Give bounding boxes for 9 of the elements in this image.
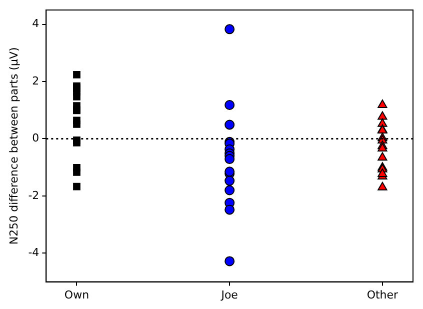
x-tick-label: Joe (220, 288, 238, 302)
y-tick-label: -2 (28, 188, 40, 202)
y-tick-label: 0 (32, 132, 40, 145)
y-tick-label: 2 (32, 74, 40, 88)
y-axis-title: N250 difference between parts (µV) (7, 47, 20, 245)
x-tick-label: Other (366, 288, 399, 302)
x-tick-label: Own (64, 288, 90, 302)
y-tick-label: 4 (32, 17, 40, 30)
y-tick-label: -4 (28, 246, 40, 260)
